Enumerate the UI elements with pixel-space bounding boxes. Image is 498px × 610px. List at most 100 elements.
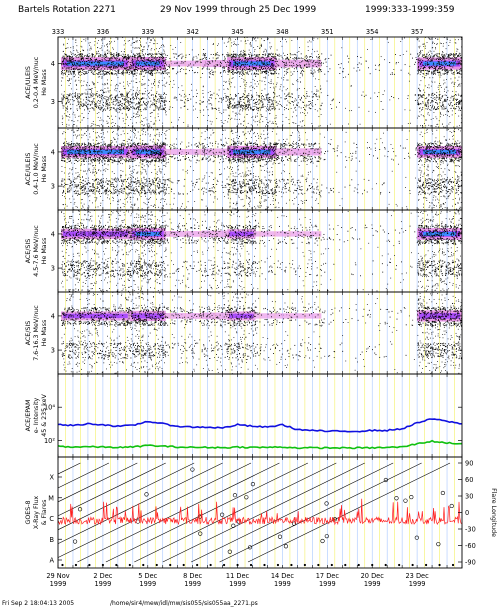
scatter-dot	[449, 41, 451, 43]
he4-dot	[427, 57, 428, 59]
he4-dot	[73, 68, 75, 69]
he4-dot	[287, 71, 289, 73]
scatter-dot	[154, 123, 156, 125]
he3-dot	[239, 109, 241, 111]
he4-dot	[148, 64, 150, 66]
scatter-dot	[242, 75, 243, 77]
scatter-dot	[330, 104, 332, 105]
he4-dot	[129, 70, 131, 72]
scatter-dot	[130, 89, 132, 91]
he4-dot	[263, 54, 264, 56]
he4-dot	[293, 68, 295, 70]
he3-dot	[99, 108, 101, 110]
he3-dot	[65, 103, 67, 105]
he3-dot	[82, 103, 84, 105]
he4-dot	[112, 62, 114, 64]
scatter-dot	[109, 95, 111, 97]
he4-dot	[306, 56, 308, 58]
scatter-dot	[422, 125, 423, 126]
he4-dot	[420, 70, 422, 72]
he4-dot	[114, 67, 116, 69]
he4-dot	[130, 73, 132, 75]
scatter-dot	[238, 112, 240, 114]
scatter-dot	[114, 40, 116, 42]
he4-dot	[208, 68, 210, 70]
scatter-dot	[348, 123, 349, 125]
scatter-dot	[90, 46, 92, 48]
he4-dot	[296, 68, 298, 70]
scatter-dot	[417, 115, 419, 117]
he3-dot	[105, 105, 107, 107]
he4-dot	[93, 66, 95, 68]
he4-dot	[89, 55, 91, 57]
he4-dot	[429, 66, 431, 68]
he4-dot	[105, 56, 107, 58]
he4-dot	[282, 61, 284, 63]
he3-dot	[67, 97, 69, 99]
he4-dot	[269, 53, 271, 55]
scatter-dot	[274, 100, 276, 102]
he4-dot	[234, 59, 236, 61]
he3-dot	[304, 108, 305, 110]
scatter-dot	[270, 48, 271, 50]
scatter-dot	[128, 70, 130, 71]
scatter-dot	[69, 168, 71, 170]
scatter-dot	[255, 115, 257, 117]
he4-dot	[79, 65, 81, 66]
he4-dot	[73, 73, 75, 75]
scatter-dot	[130, 80, 132, 82]
he4-dot	[257, 62, 259, 64]
scatter-dot	[438, 74, 440, 76]
he4-dot	[86, 57, 88, 59]
he4-dot	[253, 72, 255, 74]
he3-dot	[460, 106, 462, 108]
he3-dot	[442, 101, 444, 103]
scatter-dot	[286, 79, 288, 81]
he3-dot	[225, 97, 227, 99]
he3-dot	[420, 103, 422, 105]
he4-dot	[228, 60, 230, 62]
scatter-dot	[320, 89, 322, 90]
scatter-dot	[140, 50, 142, 51]
he3-dot	[126, 108, 128, 110]
scatter-dot	[172, 86, 174, 88]
scatter-dot	[439, 42, 441, 44]
he4-dot	[194, 62, 196, 64]
he4-dot	[144, 53, 146, 55]
he4-dot	[270, 72, 272, 74]
he4-dot	[185, 56, 187, 58]
scatter-dot	[81, 85, 82, 87]
he4-dot	[246, 73, 248, 75]
he3-dot	[431, 107, 433, 109]
he4-dot	[399, 55, 401, 57]
he4-dot	[117, 55, 119, 56]
he4-dot	[274, 57, 276, 59]
scatter-dot	[266, 124, 267, 125]
scatter-dot	[242, 93, 244, 95]
he4-dot	[293, 71, 295, 73]
scatter-dot	[136, 82, 138, 83]
scatter-dot	[250, 124, 252, 126]
he4-dot	[235, 58, 236, 60]
scatter-dot	[427, 108, 429, 110]
he4-dot	[82, 58, 84, 60]
scatter-dot	[70, 78, 72, 80]
he4-dot	[455, 63, 457, 65]
scatter-dot	[443, 43, 444, 45]
he4-dot	[227, 66, 229, 68]
he3-dot	[248, 109, 249, 111]
scatter-dot	[81, 53, 83, 55]
he4-dot	[154, 64, 156, 66]
scatter-dot	[252, 86, 253, 88]
scatter-dot	[446, 86, 448, 88]
he4-dot	[282, 61, 283, 62]
he4-dot	[244, 60, 246, 62]
he4-dot	[69, 59, 71, 61]
he3-dot	[214, 108, 216, 109]
he3-dot	[159, 96, 161, 98]
scatter-dot	[295, 106, 297, 108]
he4-dot	[417, 63, 419, 65]
scatter-dot	[461, 37, 462, 38]
he4-dot	[118, 53, 119, 55]
